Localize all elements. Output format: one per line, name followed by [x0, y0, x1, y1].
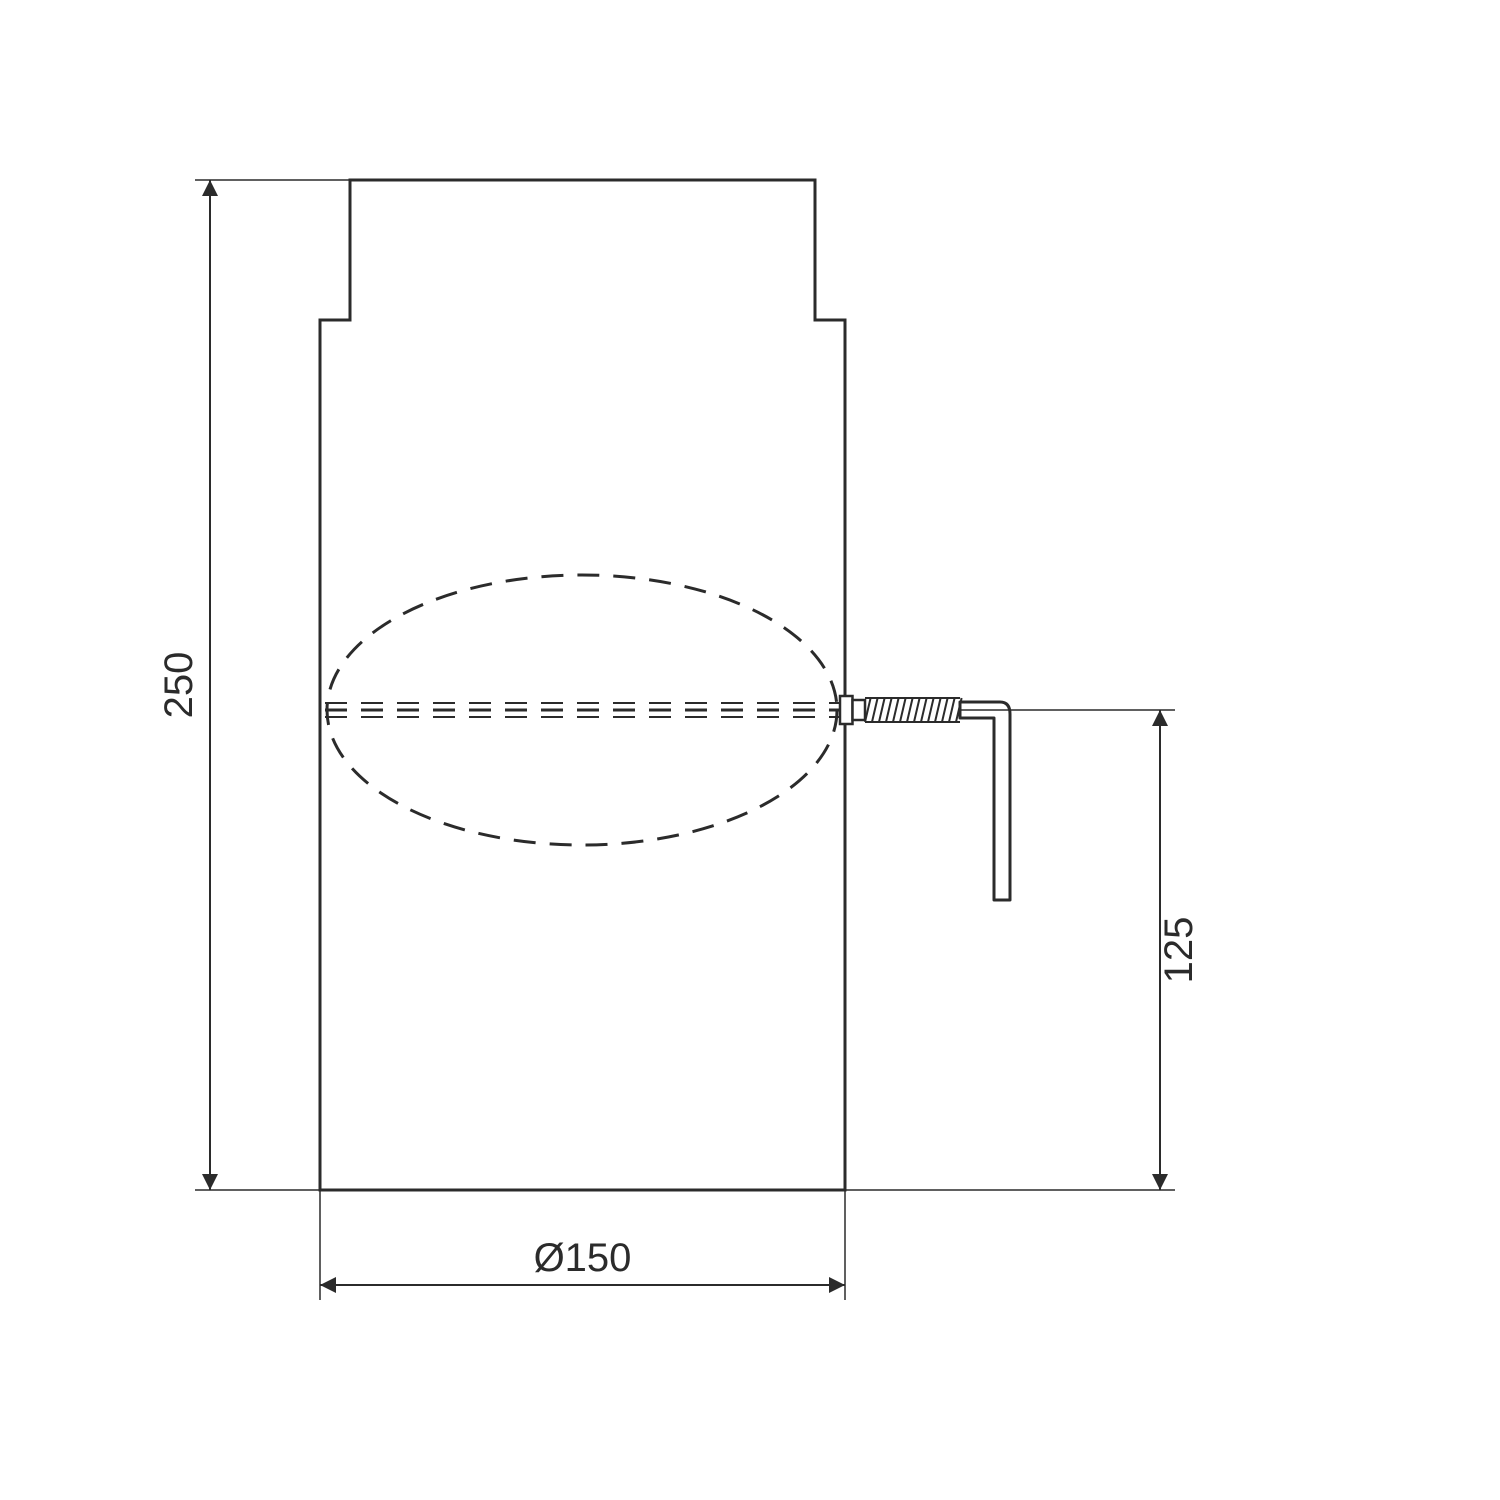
pipe-top-section: [350, 180, 815, 320]
pipe-body: [320, 320, 845, 1190]
dimension-label-height: 250: [157, 652, 201, 719]
dimension-label-half-height: 125: [1157, 917, 1201, 984]
damper-handle: [960, 702, 1010, 900]
shaft-bushing: [840, 696, 853, 724]
dimension-label-diameter: Ø150: [534, 1236, 632, 1280]
damper-spring: [865, 698, 962, 722]
